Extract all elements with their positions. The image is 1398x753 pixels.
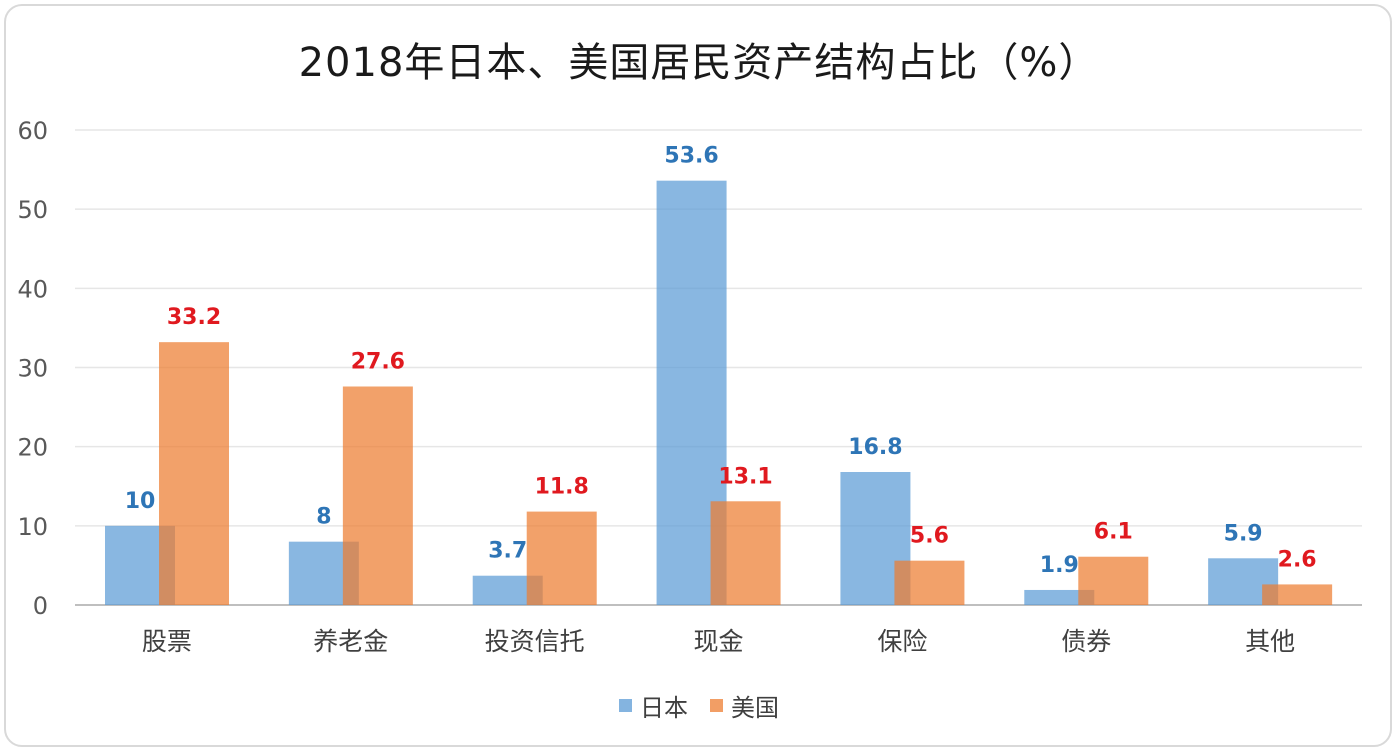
x-tick-label: 其他 [1245,627,1295,656]
data-label-japan: 5.9 [1224,521,1263,546]
x-tick-label: 养老金 [313,627,388,656]
data-label-japan: 16.8 [848,435,902,460]
data-label-japan: 3.7 [488,539,527,564]
legend: 日本 美国 [0,688,1398,723]
data-label-japan: 8 [316,505,331,530]
legend-swatch-usa [710,699,723,712]
x-tick-label: 股票 [142,627,192,656]
bar-japan [1024,589,1095,605]
data-label-usa: 13.1 [718,464,772,489]
bar-usa [1078,556,1149,605]
x-tick-label: 现金 [693,627,743,656]
legend-label-usa: 美国 [731,694,779,722]
bar-usa [710,501,781,605]
data-label-usa: 2.6 [1278,547,1317,572]
legend-swatch-japan [619,699,632,712]
x-tick-label: 保险 [877,627,927,656]
legend-label-japan: 日本 [640,694,688,722]
bar-usa [894,560,965,605]
y-tick-label: 50 [17,196,48,224]
y-tick-label: 20 [17,434,48,462]
data-label-usa: 5.6 [910,524,949,549]
bar-usa [1262,584,1333,605]
data-label-usa: 11.8 [535,475,589,500]
data-label-japan: 1.9 [1040,553,1079,578]
x-tick-label: 债券 [1061,627,1111,656]
y-tick-label: 30 [17,355,48,383]
chart-title: 2018年日本、美国居民资产结构占比（%） [298,40,1100,86]
bar-usa [342,386,413,605]
data-label-usa: 6.1 [1094,520,1133,545]
data-label-usa: 27.6 [351,350,405,375]
data-label-japan: 53.6 [664,144,718,169]
bar-usa [159,342,229,605]
data-label-japan: 10 [125,489,156,514]
legend-item-usa: 美国 [710,688,779,723]
bar-usa [526,511,597,605]
data-label-usa: 33.2 [167,305,221,330]
y-tick-label: 10 [17,513,48,541]
legend-item-japan: 日本 [619,688,688,723]
x-tick-label: 投资信托 [485,627,585,656]
y-tick-label: 40 [17,275,48,303]
y-tick-label: 0 [33,592,48,620]
y-tick-label: 60 [17,117,48,145]
